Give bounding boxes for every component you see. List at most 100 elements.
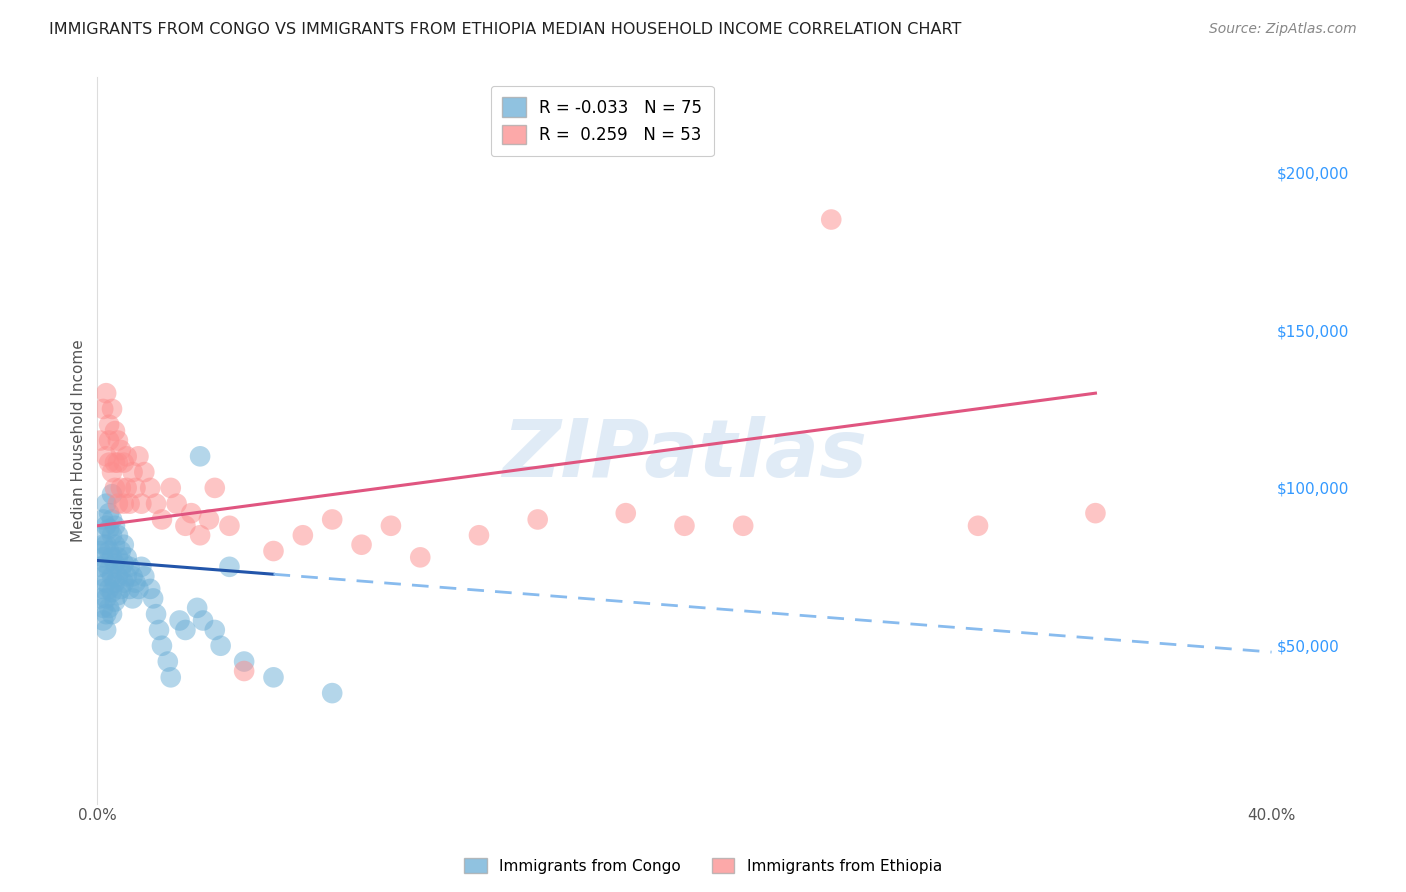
Point [104, 575, 127, 590]
Point [115, 550, 138, 565]
Point [107, 434, 129, 448]
Point [107, 550, 129, 565]
Point [291, 528, 314, 542]
Point [145, 607, 167, 622]
Point [104, 557, 127, 571]
Point [180, 506, 202, 520]
Point [101, 401, 124, 416]
Point [89, 591, 111, 606]
Point [110, 544, 132, 558]
Point [124, 481, 146, 495]
Legend: Immigrants from Congo, Immigrants from Ethiopia: Immigrants from Congo, Immigrants from E… [458, 852, 948, 880]
Point [127, 450, 149, 464]
Point [91, 401, 114, 416]
Point [107, 528, 129, 542]
Point [96, 450, 118, 464]
Point [321, 686, 343, 700]
Point [112, 497, 135, 511]
Point [733, 518, 755, 533]
Point [142, 591, 165, 606]
Point [89, 544, 111, 558]
Point [101, 512, 124, 526]
Point [98, 434, 121, 448]
Point [91, 614, 114, 628]
Point [468, 528, 491, 542]
Point [107, 588, 129, 602]
Point [121, 569, 143, 583]
Point [96, 557, 118, 571]
Point [159, 670, 181, 684]
Point [409, 550, 432, 565]
Point [188, 450, 211, 464]
Point [139, 582, 162, 596]
Point [104, 424, 127, 438]
Point [96, 518, 118, 533]
Point [614, 506, 637, 520]
Point [233, 664, 256, 678]
Point [145, 497, 167, 511]
Point [191, 614, 214, 628]
Point [115, 569, 138, 583]
Point [526, 512, 548, 526]
Point [188, 528, 211, 542]
Point [118, 582, 141, 596]
Point [107, 456, 129, 470]
Y-axis label: Median Household Income: Median Household Income [72, 339, 86, 542]
Point [107, 569, 129, 583]
Point [124, 575, 146, 590]
Point [98, 506, 121, 520]
Point [139, 481, 162, 495]
Point [96, 497, 118, 511]
Point [89, 434, 111, 448]
Point [198, 512, 221, 526]
Text: IMMIGRANTS FROM CONGO VS IMMIGRANTS FROM ETHIOPIA MEDIAN HOUSEHOLD INCOME CORREL: IMMIGRANTS FROM CONGO VS IMMIGRANTS FROM… [49, 22, 962, 37]
Point [96, 591, 118, 606]
Point [169, 614, 191, 628]
Point [1084, 506, 1107, 520]
Point [148, 623, 170, 637]
Point [98, 456, 121, 470]
Point [96, 623, 118, 637]
Point [204, 481, 226, 495]
Point [96, 575, 118, 590]
Point [263, 670, 285, 684]
Point [150, 512, 173, 526]
Point [89, 528, 111, 542]
Point [218, 518, 240, 533]
Point [98, 582, 121, 596]
Point [110, 563, 132, 577]
Point [96, 538, 118, 552]
Point [127, 582, 149, 596]
Point [321, 512, 343, 526]
Text: ZIPatlas: ZIPatlas [502, 416, 868, 494]
Point [150, 639, 173, 653]
Point [104, 456, 127, 470]
Point [104, 518, 127, 533]
Point [104, 481, 127, 495]
Point [101, 528, 124, 542]
Point [104, 594, 127, 608]
Point [967, 518, 990, 533]
Point [820, 212, 842, 227]
Point [104, 538, 127, 552]
Point [350, 538, 373, 552]
Point [98, 417, 121, 432]
Point [91, 582, 114, 596]
Point [115, 481, 138, 495]
Point [101, 550, 124, 565]
Point [110, 582, 132, 596]
Point [101, 487, 124, 501]
Point [380, 518, 402, 533]
Point [89, 559, 111, 574]
Point [91, 512, 114, 526]
Point [673, 518, 696, 533]
Point [91, 550, 114, 565]
Point [174, 518, 197, 533]
Point [263, 544, 285, 558]
Point [98, 600, 121, 615]
Point [101, 585, 124, 599]
Point [107, 497, 129, 511]
Point [159, 481, 181, 495]
Point [91, 538, 114, 552]
Point [110, 481, 132, 495]
